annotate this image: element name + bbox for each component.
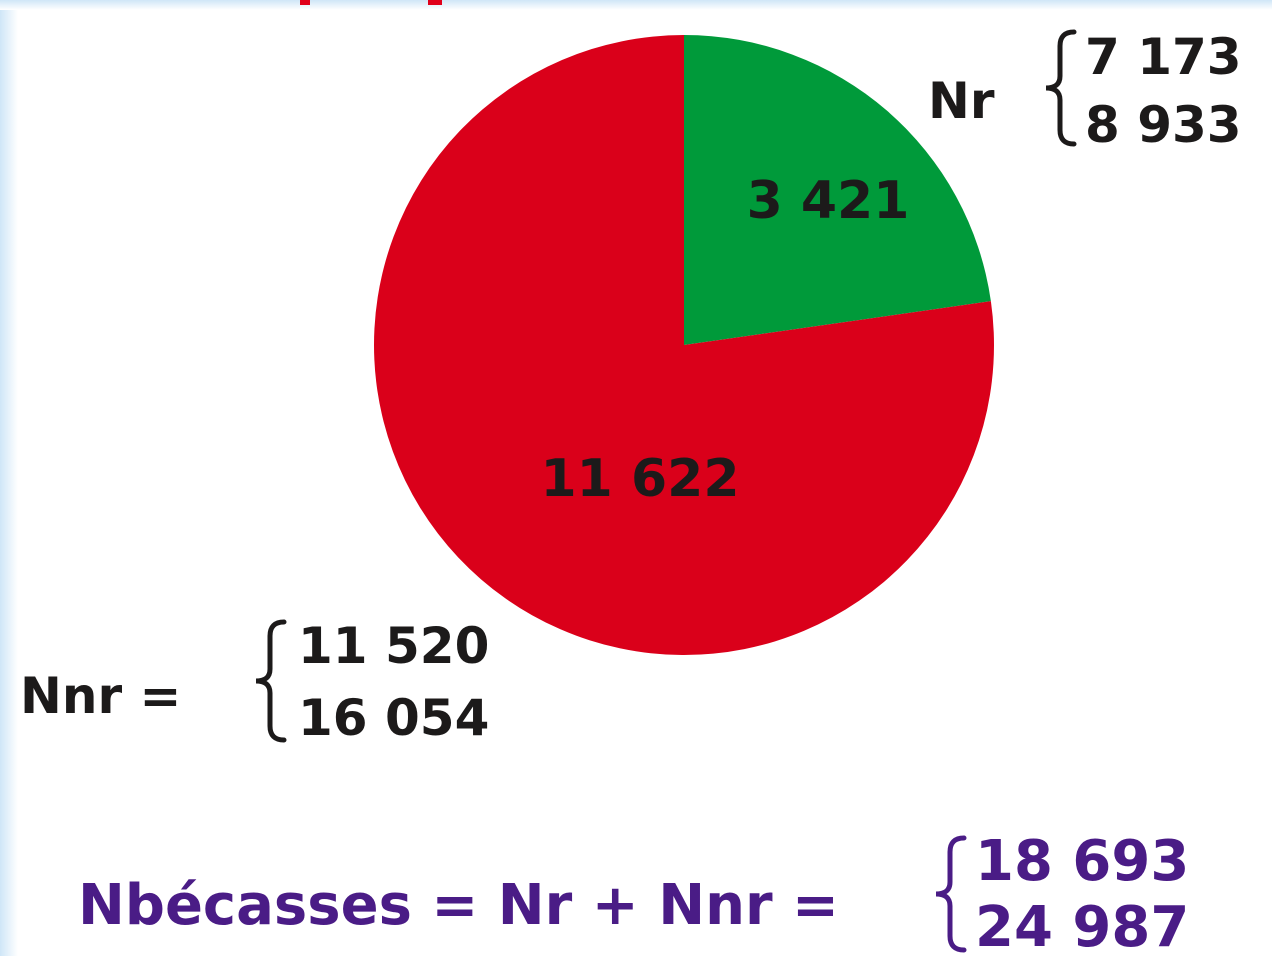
annotation-value: 7 173	[1085, 28, 1242, 86]
top-edge	[0, 0, 1272, 10]
annotation-label: Nr	[928, 72, 995, 130]
annotation-label: Nnr =	[20, 667, 181, 725]
pie: 3 421 11 622	[373, 35, 995, 655]
annotation-label: Nbécasses = Nr + Nnr =	[78, 873, 839, 938]
pie-slice	[373, 35, 995, 655]
slice-label: 11 622	[540, 449, 739, 509]
brace	[1045, 29, 1077, 147]
annotation-value: 18 693	[975, 829, 1189, 894]
annotation-value: 11 520	[298, 617, 489, 675]
top-fragment	[300, 0, 310, 5]
pie-slice	[684, 35, 991, 345]
brace	[935, 835, 967, 953]
slice-label: 3 421	[747, 171, 910, 231]
annotation-value: 24 987	[975, 895, 1189, 956]
annotations: Nr 7 173 8 933 Nnr = 11 520 16 054 Nbécasses =…	[20, 28, 1242, 956]
annotation-value: 16 054	[298, 689, 489, 747]
left-edge	[0, 0, 18, 956]
brace	[255, 619, 287, 743]
top-fragment	[428, 0, 442, 5]
annotation-value: 8 933	[1085, 96, 1242, 154]
